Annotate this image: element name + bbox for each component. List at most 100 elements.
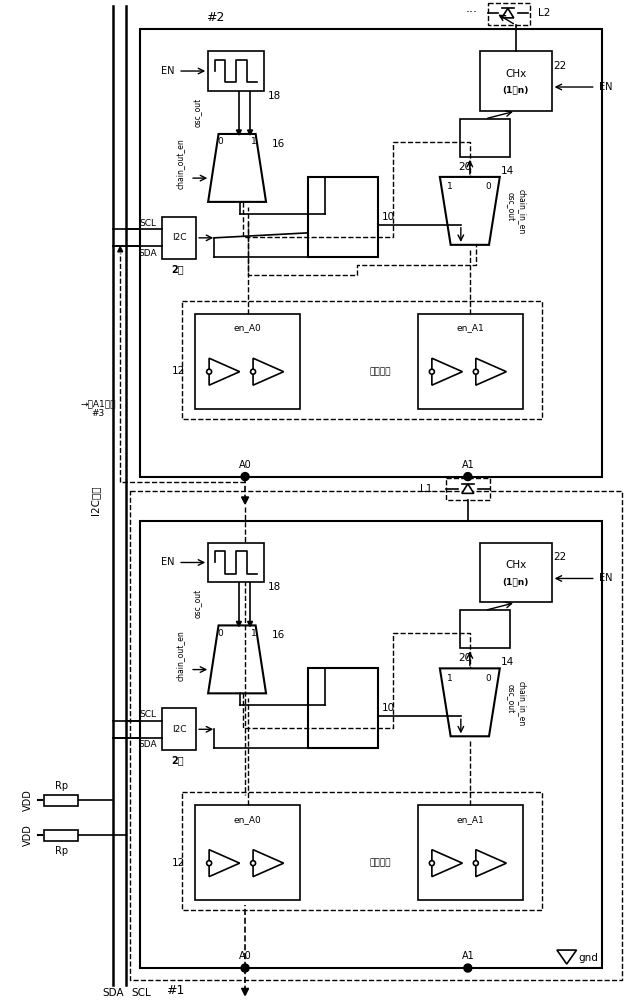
Circle shape xyxy=(250,369,255,374)
Text: #2: #2 xyxy=(206,11,225,24)
Text: 16: 16 xyxy=(272,630,285,640)
Text: I2C总线: I2C总线 xyxy=(90,486,100,515)
Bar xyxy=(488,3,530,25)
Text: osc_out: osc_out xyxy=(194,589,203,618)
Text: chain_out_en: chain_out_en xyxy=(175,630,185,681)
Text: en_A1: en_A1 xyxy=(457,815,484,824)
Text: EN: EN xyxy=(599,573,612,583)
Polygon shape xyxy=(476,358,506,385)
Text: 1: 1 xyxy=(251,137,257,146)
Circle shape xyxy=(474,369,478,374)
Text: EN: EN xyxy=(160,557,174,567)
Text: chain_in_en: chain_in_en xyxy=(517,681,526,726)
Circle shape xyxy=(430,861,435,866)
Text: EN: EN xyxy=(160,66,174,76)
Text: 0: 0 xyxy=(217,629,223,638)
Text: →至A1焊盘
#3: →至A1焊盘 #3 xyxy=(81,399,116,418)
Polygon shape xyxy=(208,625,266,693)
Text: SDA: SDA xyxy=(103,988,124,998)
Text: A1: A1 xyxy=(462,460,474,470)
Bar xyxy=(208,543,264,582)
Polygon shape xyxy=(557,950,577,964)
Bar xyxy=(182,301,542,419)
Text: 12: 12 xyxy=(172,858,185,868)
Text: L2: L2 xyxy=(538,8,550,18)
Text: (1至n): (1至n) xyxy=(503,577,529,586)
Polygon shape xyxy=(242,497,248,504)
Bar xyxy=(418,314,523,409)
Polygon shape xyxy=(432,358,462,385)
Text: A0: A0 xyxy=(238,460,252,470)
Text: SCL: SCL xyxy=(131,988,151,998)
Circle shape xyxy=(464,473,472,481)
Bar xyxy=(130,491,621,980)
Bar xyxy=(480,543,552,602)
Polygon shape xyxy=(242,988,248,995)
Text: #1: #1 xyxy=(166,984,184,997)
Bar xyxy=(140,521,602,968)
Text: osc_out: osc_out xyxy=(505,192,515,222)
Text: en_A1: en_A1 xyxy=(457,323,484,332)
Text: 18: 18 xyxy=(267,582,281,592)
Bar xyxy=(162,217,196,259)
Circle shape xyxy=(430,369,435,374)
Circle shape xyxy=(206,861,211,866)
Text: L1: L1 xyxy=(420,484,432,494)
Bar xyxy=(195,805,300,900)
Polygon shape xyxy=(209,850,240,877)
Text: 0: 0 xyxy=(485,674,491,683)
Text: en_A0: en_A0 xyxy=(234,323,262,332)
Text: A0: A0 xyxy=(238,951,252,961)
Polygon shape xyxy=(209,358,240,385)
Text: osc_out: osc_out xyxy=(194,97,203,127)
Polygon shape xyxy=(462,484,474,493)
Circle shape xyxy=(241,964,249,972)
Text: SCL: SCL xyxy=(140,219,157,228)
Text: 20: 20 xyxy=(459,162,471,172)
Text: 1: 1 xyxy=(251,629,257,638)
Text: 时钟路径: 时钟路径 xyxy=(369,367,391,376)
Circle shape xyxy=(241,473,249,481)
Bar xyxy=(460,610,509,648)
Text: 0: 0 xyxy=(485,182,491,191)
Bar xyxy=(44,795,78,806)
Circle shape xyxy=(464,964,472,972)
Text: Rp: Rp xyxy=(55,781,68,791)
Text: VDD: VDD xyxy=(23,789,33,811)
Text: ...: ... xyxy=(466,2,478,15)
Bar xyxy=(162,708,196,750)
Text: osc_out: osc_out xyxy=(505,684,515,713)
Bar xyxy=(140,29,602,477)
Text: 10: 10 xyxy=(381,212,394,222)
Text: 18: 18 xyxy=(267,91,281,101)
Text: 22: 22 xyxy=(553,61,566,71)
Bar xyxy=(308,668,378,748)
Text: VDD: VDD xyxy=(23,824,33,846)
Text: 22: 22 xyxy=(553,552,566,562)
Text: A1: A1 xyxy=(462,951,474,961)
Bar xyxy=(208,51,264,91)
Polygon shape xyxy=(118,247,123,252)
Bar xyxy=(418,805,523,900)
Polygon shape xyxy=(440,177,500,245)
Polygon shape xyxy=(502,8,514,18)
Bar xyxy=(182,792,542,910)
Polygon shape xyxy=(208,134,266,202)
Bar xyxy=(195,314,300,409)
Text: SDA: SDA xyxy=(139,249,157,258)
Bar xyxy=(44,830,78,841)
Polygon shape xyxy=(432,850,462,877)
Text: 2位: 2位 xyxy=(171,755,184,765)
Polygon shape xyxy=(248,130,253,135)
Text: Rp: Rp xyxy=(55,846,68,856)
Text: gnd: gnd xyxy=(579,953,599,963)
Polygon shape xyxy=(248,621,253,626)
Text: chain_out_en: chain_out_en xyxy=(175,139,185,189)
Bar xyxy=(460,119,509,157)
Text: 20: 20 xyxy=(459,653,471,663)
Text: 14: 14 xyxy=(501,166,515,176)
Text: EN: EN xyxy=(599,82,612,92)
Polygon shape xyxy=(237,130,242,135)
Bar xyxy=(480,51,552,111)
Text: I2C: I2C xyxy=(172,233,186,242)
